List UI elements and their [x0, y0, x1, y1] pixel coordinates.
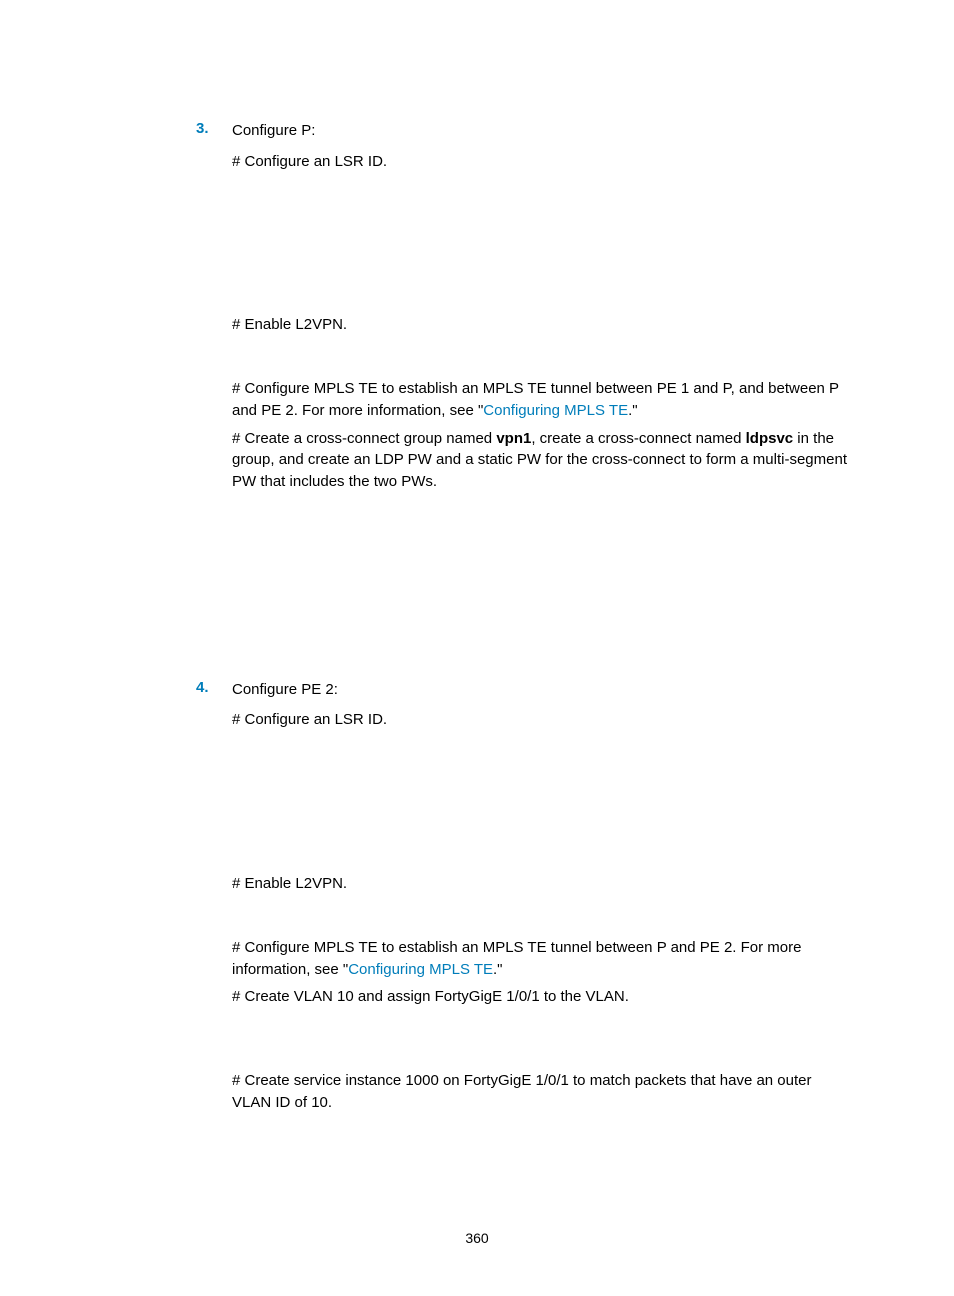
paragraph: # Create a cross-connect group named vpn… — [232, 428, 854, 493]
content-column: 3. Configure P: # Configure an LSR ID. #… — [196, 120, 854, 1120]
cmd-text: # Enable L2VPN. — [232, 873, 854, 895]
text-run: # Configure MPLS TE to establish an MPLS… — [232, 939, 801, 978]
cmd-text: # Create VLAN 10 and assign FortyGigE 1/… — [232, 986, 854, 1008]
page-number: 360 — [0, 1230, 954, 1246]
bold-text: vpn1 — [496, 430, 531, 447]
cmd-text: # Configure an LSR ID. — [232, 709, 854, 731]
step-3: 3. Configure P: # Configure an LSR ID. #… — [196, 120, 854, 659]
spacer — [232, 737, 854, 867]
text-run: , create a cross-connect named — [531, 430, 745, 447]
step-4: 4. Configure PE 2: # Configure an LSR ID… — [196, 679, 854, 1120]
text-run: ." — [493, 961, 503, 978]
cmd-text: # Enable L2VPN. — [232, 314, 854, 336]
step-number: 3. — [196, 120, 232, 659]
paragraph: # Configure MPLS TE to establish an MPLS… — [232, 378, 854, 422]
step-number: 4. — [196, 679, 232, 1120]
cmd-text: # Create service instance 1000 on FortyG… — [232, 1070, 854, 1114]
spacer — [232, 499, 854, 659]
document-page: 3. Configure P: # Configure an LSR ID. #… — [0, 0, 954, 1296]
paragraph: # Configure MPLS TE to establish an MPLS… — [232, 937, 854, 981]
cmd-text: # Configure an LSR ID. — [232, 151, 854, 173]
link-text[interactable]: Configuring MPLS TE — [483, 402, 628, 419]
text-run: # Create a cross-connect group named — [232, 430, 496, 447]
spacer — [232, 342, 854, 372]
link-text[interactable]: Configuring MPLS TE — [348, 961, 493, 978]
step-title: Configure PE 2: — [232, 679, 854, 702]
spacer — [232, 1014, 854, 1064]
spacer — [232, 178, 854, 308]
text-run: ." — [628, 402, 638, 419]
bold-text: ldpsvc — [746, 430, 794, 447]
step-title: Configure P: — [232, 120, 854, 143]
spacer — [232, 901, 854, 931]
